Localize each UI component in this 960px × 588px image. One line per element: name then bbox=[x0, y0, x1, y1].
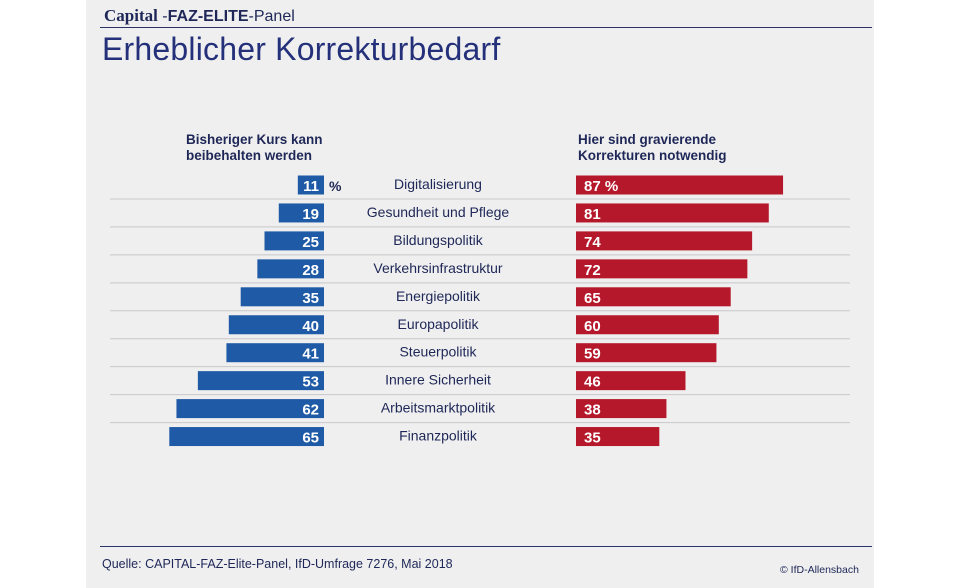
value-label-left: 19 bbox=[302, 206, 319, 223]
value-label-left: 28 bbox=[302, 262, 319, 279]
value-label-right: 74 bbox=[584, 234, 601, 251]
category-label: Bildungspolitik bbox=[393, 232, 483, 248]
panel-brand: Capital -FAZ-ELITE-Panel bbox=[104, 6, 295, 26]
bar-right bbox=[576, 259, 748, 279]
left-header-line-2: beibehalten werden bbox=[186, 148, 313, 163]
bar-left bbox=[226, 343, 324, 363]
value-label-left: 40 bbox=[302, 318, 319, 335]
value-label-right: 81 bbox=[584, 206, 601, 223]
bar-right bbox=[576, 175, 784, 195]
chart-panel bbox=[86, 0, 874, 588]
value-label-left: 11 bbox=[303, 178, 319, 195]
bar-left bbox=[257, 259, 324, 279]
value-label-left: 53 bbox=[302, 374, 319, 391]
bar-left bbox=[264, 231, 324, 251]
category-label: Energiepolitik bbox=[396, 288, 481, 304]
left-header-line-1: Bisheriger Kurs kann bbox=[186, 132, 323, 147]
bottom-divider bbox=[100, 546, 872, 547]
bar-left bbox=[169, 427, 324, 447]
copyright-note: © IfD-Allensbach bbox=[780, 564, 859, 576]
value-label-right: 72 bbox=[584, 262, 601, 279]
category-label: Finanzpolitik bbox=[399, 428, 478, 444]
brand-panel: -Panel bbox=[248, 8, 295, 25]
value-label-left: 65 bbox=[302, 430, 319, 447]
bar-right bbox=[576, 203, 769, 223]
value-label-left: 62 bbox=[302, 402, 319, 419]
category-label: Digitalisierung bbox=[394, 176, 482, 192]
brand-capital: Capital bbox=[104, 6, 158, 25]
category-label: Steuerpolitik bbox=[399, 344, 477, 360]
value-label-right: 65 bbox=[584, 290, 601, 307]
bar-right bbox=[576, 315, 719, 335]
value-label-left: 25 bbox=[302, 234, 319, 251]
bar-right bbox=[576, 427, 660, 447]
bar-left bbox=[228, 315, 324, 335]
value-label-left: 41 bbox=[302, 346, 319, 363]
unit-label: % bbox=[329, 178, 342, 194]
bar-left bbox=[176, 399, 324, 419]
brand-separator: - bbox=[157, 8, 168, 25]
bar-right bbox=[576, 343, 717, 363]
value-label-left: 35 bbox=[302, 290, 319, 307]
value-label-right: 46 bbox=[584, 374, 601, 391]
left-column-header: Bisheriger Kurs kann beibehalten werden bbox=[186, 132, 323, 164]
value-label-right: 60 bbox=[584, 318, 601, 335]
bar-right bbox=[576, 231, 753, 251]
right-header-line-1: Hier sind gravierende bbox=[578, 132, 717, 147]
category-label: Europapolitik bbox=[398, 316, 480, 332]
bar-right bbox=[576, 287, 731, 307]
source-note: Quelle: CAPITAL-FAZ-Elite-Panel, IfD-Umf… bbox=[102, 557, 453, 571]
value-label-right: 38 bbox=[584, 402, 601, 419]
bar-right bbox=[576, 371, 686, 391]
page-title: Erheblicher Korrekturbedarf bbox=[102, 31, 501, 67]
top-divider bbox=[100, 27, 872, 28]
bar-right bbox=[576, 399, 667, 419]
bar-left bbox=[297, 175, 324, 195]
bar-left bbox=[197, 371, 324, 391]
category-label: Innere Sicherheit bbox=[385, 372, 491, 388]
right-header-line-2: Korrekturen notwendig bbox=[578, 148, 727, 163]
bar-left bbox=[240, 287, 324, 307]
right-column-header: Hier sind gravierende Korrekturen notwen… bbox=[578, 132, 727, 164]
category-label: Arbeitsmarktpolitik bbox=[381, 400, 496, 416]
value-label-right: 87 % bbox=[584, 178, 618, 195]
bar-left bbox=[278, 203, 324, 223]
value-label-right: 35 bbox=[584, 430, 601, 447]
category-label: Verkehrsinfrastruktur bbox=[373, 260, 502, 276]
category-label: Gesundheit und Pflege bbox=[367, 204, 510, 220]
value-label-right: 59 bbox=[584, 346, 601, 363]
brand-faz-elite: FAZ-ELITE bbox=[167, 8, 249, 25]
